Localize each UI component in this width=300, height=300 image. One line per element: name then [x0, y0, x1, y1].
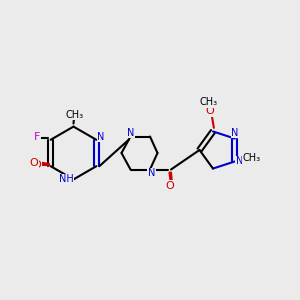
Text: O: O	[165, 181, 174, 191]
Text: F: F	[34, 132, 40, 142]
Text: N: N	[127, 128, 134, 138]
Text: N: N	[97, 132, 105, 142]
Text: O: O	[206, 106, 214, 116]
Text: CH₃: CH₃	[66, 110, 84, 120]
Text: CH₃: CH₃	[200, 97, 217, 107]
Text: CH₃: CH₃	[242, 154, 260, 164]
Text: NH: NH	[58, 174, 74, 184]
Text: N: N	[236, 157, 243, 166]
Text: N: N	[148, 168, 155, 178]
Text: O: O	[30, 158, 38, 168]
Text: N: N	[231, 128, 238, 137]
Text: O: O	[33, 160, 41, 170]
